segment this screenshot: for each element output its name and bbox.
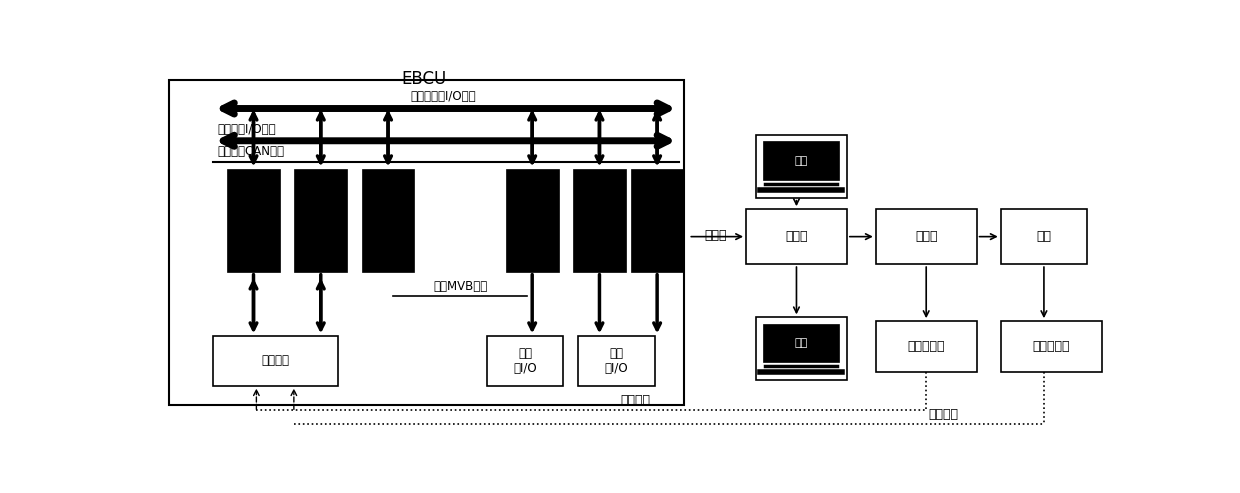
Text: 车轴: 车轴: [1037, 230, 1052, 243]
FancyBboxPatch shape: [362, 169, 414, 272]
Text: EBCU: EBCU: [402, 70, 446, 88]
Text: 防滑阀: 防滑阀: [785, 230, 807, 243]
FancyBboxPatch shape: [755, 135, 847, 198]
FancyBboxPatch shape: [875, 321, 977, 372]
Text: 风源: 风源: [795, 156, 808, 166]
Text: 远度传感器: 远度传感器: [1033, 340, 1070, 353]
FancyBboxPatch shape: [1001, 321, 1101, 372]
FancyBboxPatch shape: [170, 80, 683, 405]
Text: 测量压力: 测量压力: [620, 393, 651, 407]
Text: 背板数字量I/O信号: 背板数字量I/O信号: [410, 90, 476, 103]
FancyBboxPatch shape: [573, 169, 626, 272]
FancyBboxPatch shape: [486, 336, 563, 386]
FancyBboxPatch shape: [1001, 209, 1087, 264]
Text: 模拟
量I/O: 模拟 量I/O: [513, 347, 537, 375]
Text: 数字
量I/O: 数字 量I/O: [604, 347, 629, 375]
Text: 外部MVB总线: 外部MVB总线: [433, 280, 487, 293]
FancyBboxPatch shape: [227, 169, 280, 272]
Text: 测量速度: 测量速度: [928, 408, 959, 421]
Text: 背板高速CAN总线: 背板高速CAN总线: [217, 145, 284, 158]
Text: 压力传感器: 压力传感器: [908, 340, 945, 353]
FancyBboxPatch shape: [578, 336, 655, 386]
FancyBboxPatch shape: [631, 169, 683, 272]
Text: 电源输入: 电源输入: [262, 354, 289, 367]
Text: 控制量: 控制量: [704, 229, 727, 242]
FancyBboxPatch shape: [764, 323, 839, 362]
Text: 制动缸: 制动缸: [915, 230, 937, 243]
Text: 大气: 大气: [795, 338, 808, 348]
FancyBboxPatch shape: [506, 169, 558, 272]
FancyBboxPatch shape: [746, 209, 847, 264]
FancyBboxPatch shape: [764, 141, 839, 180]
FancyBboxPatch shape: [213, 336, 337, 386]
Text: 背板电源I/O信号: 背板电源I/O信号: [217, 123, 277, 136]
FancyBboxPatch shape: [755, 317, 847, 380]
FancyBboxPatch shape: [294, 169, 347, 272]
FancyBboxPatch shape: [875, 209, 977, 264]
